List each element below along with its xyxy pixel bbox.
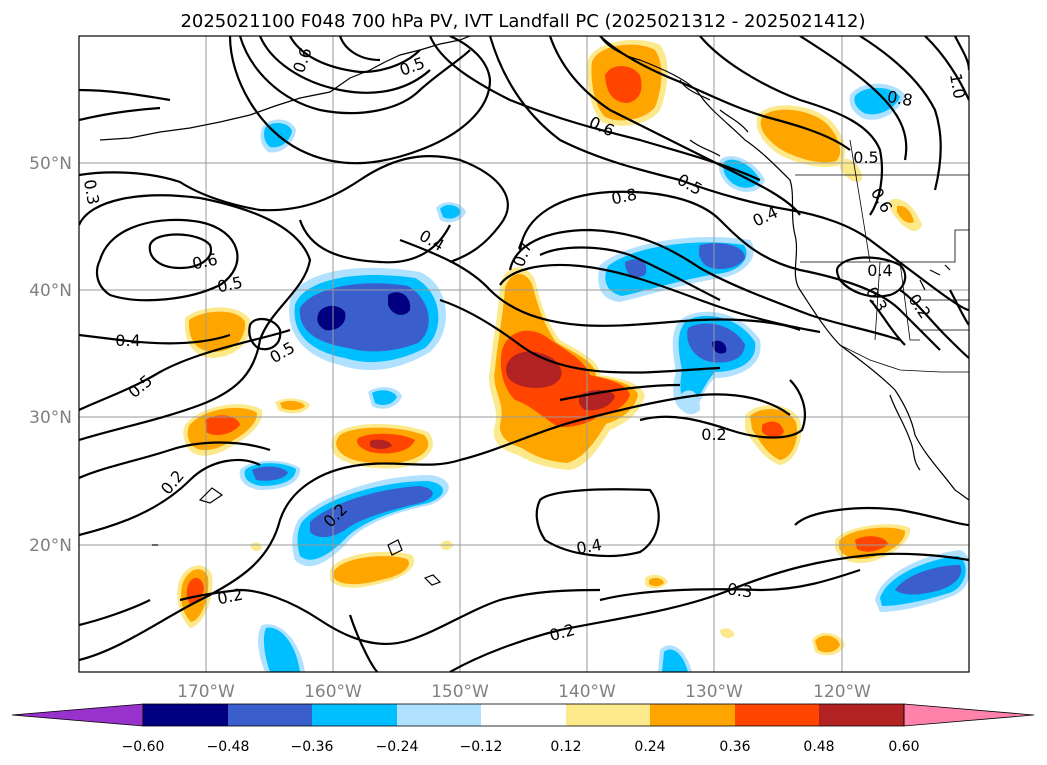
lon-tick-label: 130°W [685,682,743,702]
gridlines [79,36,969,672]
negative-anomaly-blob [658,645,692,672]
positive-anomaly-blob [745,404,802,465]
colorbar-segment [143,704,228,726]
colorbar-tick-label: 0.36 [719,739,750,755]
contour-labels: 0.6 0.5 0.4 0.5 0.5 0.3 0.2 0.2 0.2 0.4 … [80,45,969,645]
colorbar-tick-label: −0.60 [122,739,165,755]
latitude-axis: 50°N 40°N 30°N 20°N [29,154,72,556]
colorbar-segment [397,704,481,726]
map-title: 2025021100 F048 700 hPa PV, IVT Landfall… [180,11,865,32]
coastlines [99,36,969,586]
colorbar-segment [312,704,397,726]
negative-anomaly-blob [289,267,447,371]
lon-tick-label: 120°W [813,682,871,702]
negative-anomaly-blob [258,624,305,672]
negative-anomaly-blob [672,311,761,412]
lat-tick-label: 30°N [29,408,72,428]
shaded-fields [177,40,969,672]
colorbar-extend-min [11,703,144,727]
colorbar-segment [735,704,819,726]
colorbar-tick-label: −0.48 [207,739,250,755]
colorbar-tick-label: −0.12 [460,739,503,755]
map-frame [78,35,970,673]
colorbar-segment [650,704,735,726]
negative-anomaly-blob [239,460,301,490]
positive-anomaly-blob [330,551,415,588]
lon-tick-label: 170°W [177,682,235,702]
colorbar-segment [228,704,312,726]
longitude-axis: 170°W 160°W 150°W 140°W 130°W 120°W [177,682,871,702]
contour-label: 0.4 [115,331,140,350]
positive-anomaly-blob [835,524,911,564]
contour-label: 0.8 [886,87,914,110]
positive-anomaly-blob [889,198,922,232]
map-plot-area: 0.6 0.5 0.4 0.5 0.5 0.3 0.2 0.2 0.2 0.4 … [78,35,970,673]
positive-anomaly-blob [587,40,668,126]
contour-label: 0.2 [216,585,245,609]
lon-tick-label: 160°W [304,682,362,702]
colorbar-tick-label: −0.24 [376,739,419,755]
colorbar-segment [819,704,904,726]
colorbar-tick-label: 0.24 [634,739,665,755]
lat-tick-label: 50°N [29,154,72,174]
negative-anomaly-blob [875,550,969,612]
pv-contours [79,36,969,672]
colorbar-tick-label: 0.48 [803,739,834,755]
contour-label: 0.4 [575,535,603,558]
negative-anomaly-blob [292,475,449,567]
colorbar-ticks: −0.60 −0.48 −0.36 −0.24 −0.12 0.12 0.24 … [122,739,920,755]
contour-label: 0.3 [80,178,103,206]
lon-tick-label: 150°W [431,682,489,702]
negative-anomaly-blob [598,237,754,302]
contour-label: 0.2 [701,425,726,444]
negative-anomaly-blob [849,83,905,120]
lat-tick-label: 20°N [29,536,72,556]
contour-label: 0.5 [853,148,878,167]
colorbar: −0.60 −0.48 −0.36 −0.24 −0.12 0.12 0.24 … [11,703,1035,755]
contour-label: 0.6 [190,250,219,274]
positive-anomaly-blob [812,632,845,656]
lon-tick-label: 140°W [558,682,616,702]
colorbar-extend-max [903,703,1035,727]
lat-tick-label: 40°N [29,281,72,301]
positive-anomaly-blob [331,424,433,469]
negative-anomaly-blob [436,202,466,223]
negative-anomaly-blob [368,387,402,409]
colorbar-tick-label: −0.36 [291,739,334,755]
colorbar-segment [481,704,566,726]
contour-label: 0.3 [726,579,754,601]
positive-anomaly-blob [488,267,645,470]
contour-label: 0.8 [610,185,639,209]
contour-label: 1.0 [946,72,969,100]
colorbar-segment [566,704,650,726]
contour-label: 0.5 [215,273,244,297]
colorbar-tick-label: 0.60 [888,739,919,755]
contour-label: 0.4 [867,261,892,280]
colorbar-tick-label: 0.12 [550,739,581,755]
